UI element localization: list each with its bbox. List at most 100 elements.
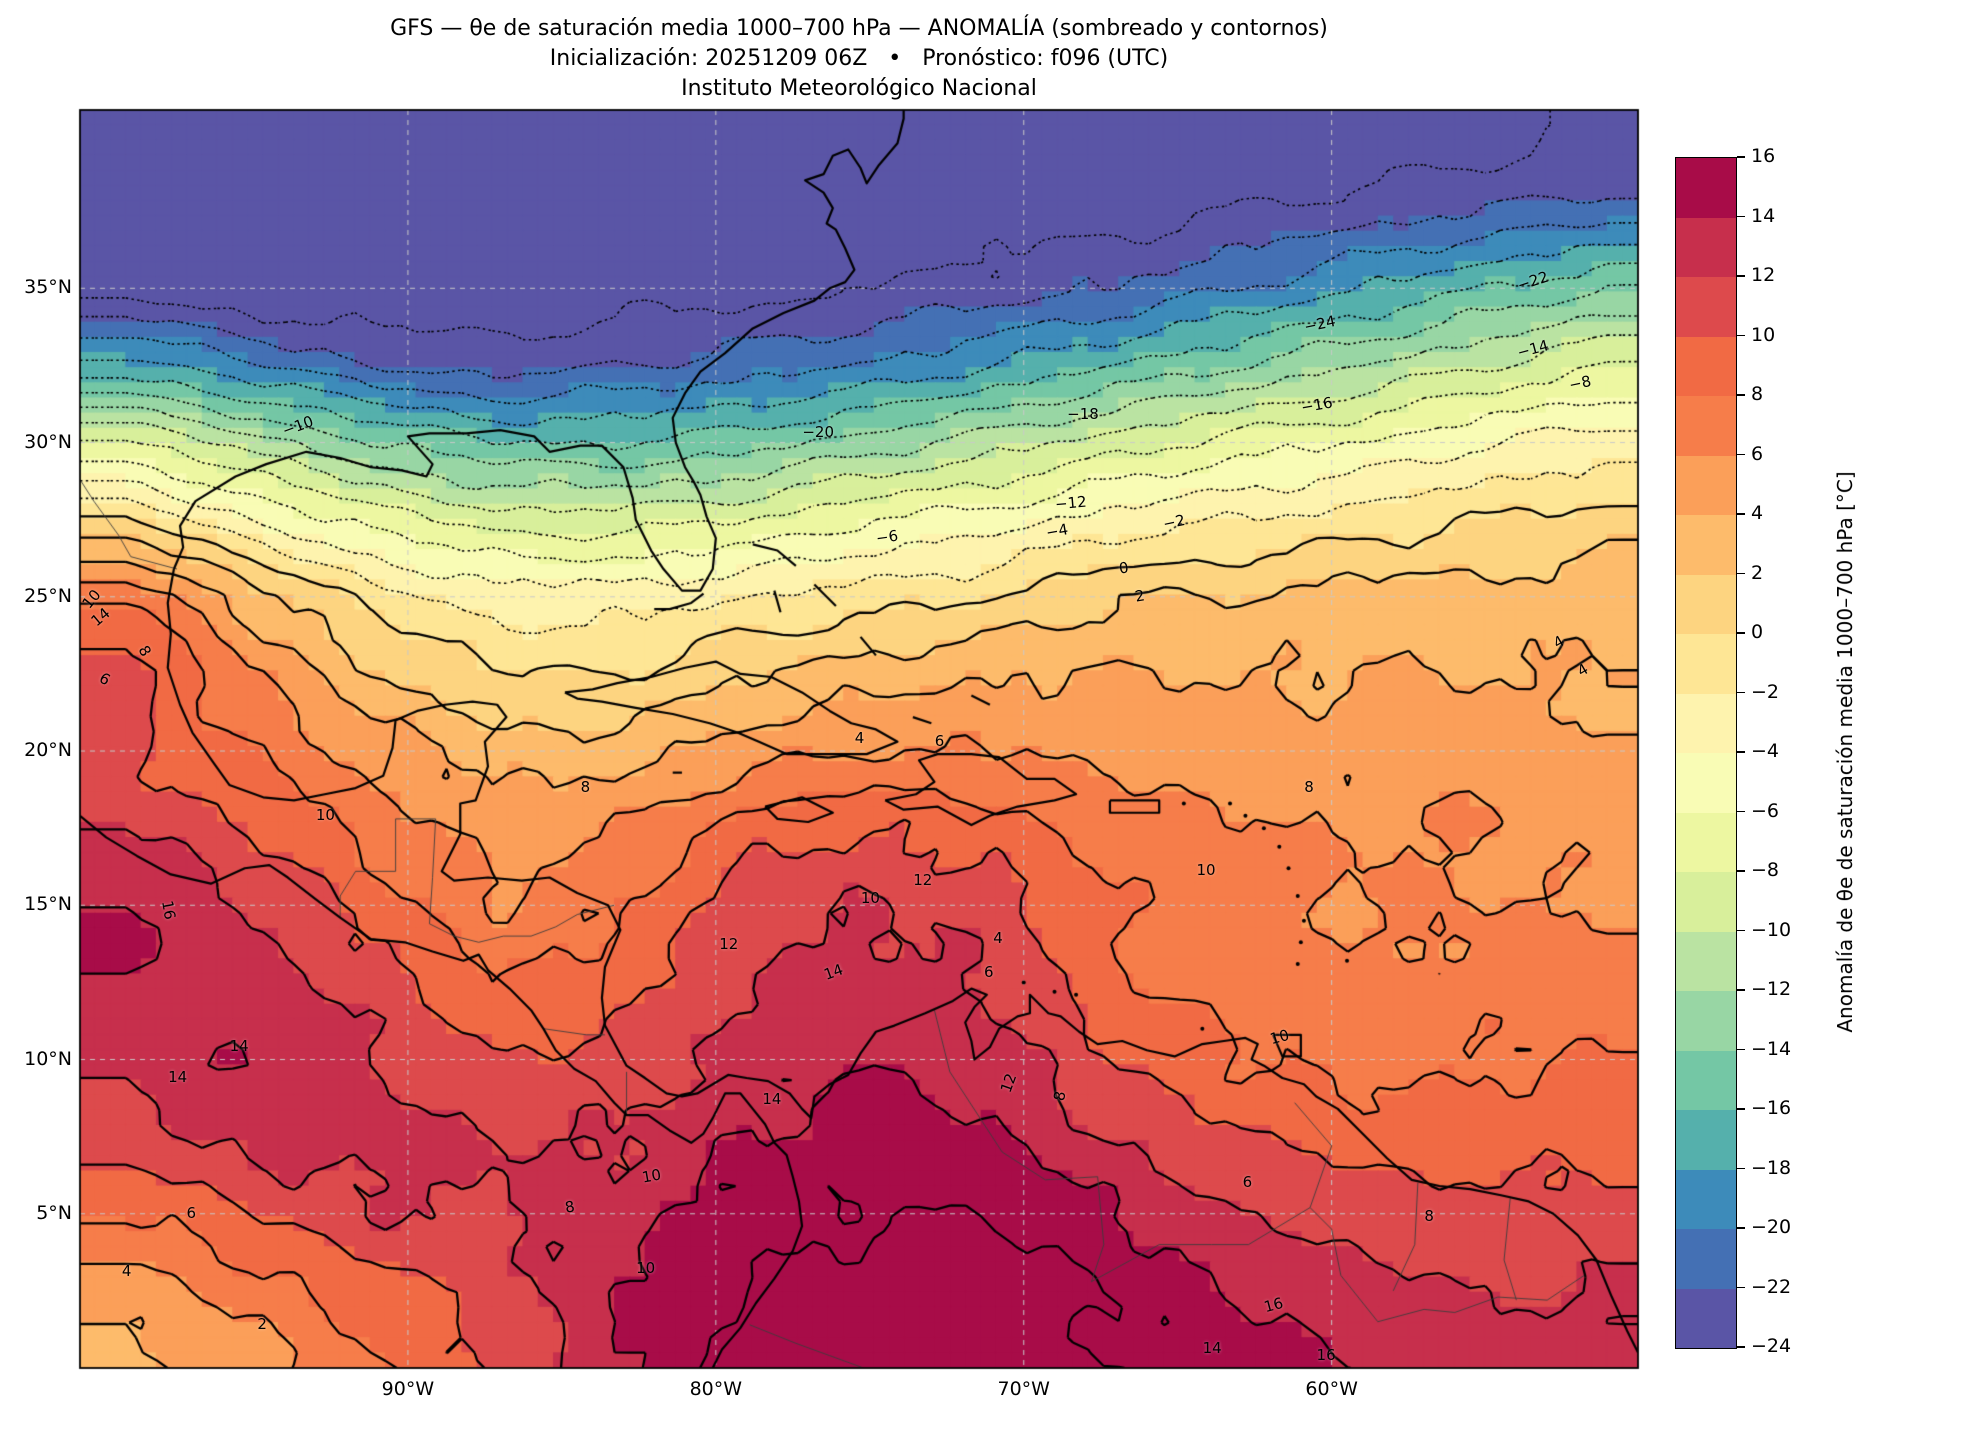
colorbar-tick-label: 10 bbox=[1751, 323, 1776, 346]
colorbar-cell bbox=[1676, 693, 1736, 753]
colorbar-tick-label: −22 bbox=[1751, 1275, 1792, 1298]
colorbar-tick bbox=[1737, 870, 1745, 872]
plot-subtitle: Inicialización: 20251209 06Z • Pronóstic… bbox=[549, 46, 1169, 71]
colorbar-tick-label: 6 bbox=[1751, 442, 1764, 465]
colorbar-cell bbox=[1676, 158, 1736, 218]
colorbar-cell bbox=[1676, 515, 1736, 575]
colorbar-tick-label: −18 bbox=[1751, 1156, 1792, 1179]
y-tick-label: 30°N bbox=[24, 430, 72, 453]
colorbar-tick-label: −14 bbox=[1751, 1037, 1792, 1060]
colorbar-cell bbox=[1676, 1169, 1736, 1229]
contour-label: 10 bbox=[640, 1165, 663, 1187]
colorbar-tick-label: 4 bbox=[1751, 502, 1764, 524]
colorbar-tick bbox=[1737, 1048, 1745, 1051]
colorbar-cell bbox=[1676, 396, 1736, 456]
colorbar-tick bbox=[1737, 453, 1745, 456]
colorbar-cell bbox=[1676, 872, 1736, 932]
colorbar-cell bbox=[1676, 753, 1736, 813]
contour-label: 8 bbox=[1424, 1206, 1434, 1225]
x-tick-label: 90°W bbox=[381, 1378, 435, 1400]
x-tick-label: 80°W bbox=[689, 1378, 743, 1400]
colorbar-cell bbox=[1676, 1050, 1736, 1110]
contour-label: −4 bbox=[1044, 520, 1070, 542]
colorbar-cell bbox=[1676, 991, 1736, 1051]
colorbar-tick-label: −2 bbox=[1751, 680, 1780, 703]
colorbar-tick bbox=[1737, 1346, 1745, 1348]
colorbar-label: Anomalía de θe de saturación media 1000–… bbox=[1833, 471, 1857, 1033]
colorbar-tick bbox=[1737, 929, 1745, 932]
y-tick-label: 20°N bbox=[24, 739, 72, 762]
colorbar-cell bbox=[1676, 277, 1736, 337]
contour-label: 10 bbox=[636, 1259, 656, 1278]
colorbar-cell bbox=[1676, 634, 1736, 694]
contour-label: −20 bbox=[802, 423, 834, 442]
contour-label: 16 bbox=[1316, 1345, 1336, 1364]
colorbar-cell bbox=[1676, 1110, 1736, 1170]
y-tick-label: 35°N bbox=[24, 276, 72, 299]
colorbar-tick-label: 14 bbox=[1751, 204, 1776, 227]
colorbar-tick-label: 16 bbox=[1751, 145, 1776, 167]
y-tick-label: 15°N bbox=[24, 893, 72, 916]
colorbar-tick-label: −12 bbox=[1751, 978, 1792, 1000]
colorbar-tick bbox=[1737, 810, 1745, 813]
contour-label: 10 bbox=[860, 889, 880, 908]
colorbar-tick-label: −24 bbox=[1751, 1335, 1792, 1357]
contour-label: 14 bbox=[168, 1068, 188, 1087]
colorbar-tick bbox=[1737, 513, 1745, 515]
contour-label: 10 bbox=[1196, 861, 1216, 880]
contour-label: 4 bbox=[121, 1262, 132, 1281]
colorbar-tick bbox=[1737, 632, 1745, 634]
colorbar-tick bbox=[1737, 334, 1745, 337]
x-tick-label: 70°W bbox=[997, 1378, 1050, 1400]
colorbar-tick-label: −16 bbox=[1751, 1097, 1792, 1119]
contour-label: −6 bbox=[875, 526, 900, 548]
contour-label: 16 bbox=[157, 899, 179, 922]
contour-label: 4 bbox=[854, 728, 865, 747]
colorbar-tick-label: 2 bbox=[1751, 561, 1764, 584]
contour-label: 6 bbox=[1242, 1172, 1253, 1191]
colorbar-tick bbox=[1737, 394, 1745, 396]
contour-label: 6 bbox=[934, 731, 945, 750]
plot-source: Instituto Meteorológico Nacional bbox=[681, 76, 1037, 101]
contour-label: 8 bbox=[580, 778, 591, 797]
colorbar bbox=[1675, 157, 1737, 1349]
contour-label: 12 bbox=[719, 935, 739, 954]
colorbar-cell bbox=[1676, 217, 1736, 277]
colorbar-cell bbox=[1676, 1229, 1736, 1289]
colorbar-tick-label: 0 bbox=[1751, 621, 1764, 643]
contour-label: 2 bbox=[257, 1314, 267, 1333]
colorbar-tick-label: −6 bbox=[1751, 799, 1780, 822]
contour-label: 6 bbox=[186, 1203, 197, 1222]
colorbar-cell bbox=[1676, 336, 1736, 396]
colorbar-cell bbox=[1676, 455, 1736, 515]
colorbar-tick-label: −4 bbox=[1751, 740, 1780, 762]
contour-label: 14 bbox=[762, 1089, 782, 1108]
y-tick-label: 10°N bbox=[24, 1047, 72, 1070]
contour-label: 6 bbox=[984, 963, 994, 982]
plot-title: GFS — θe de saturación media 1000–700 hP… bbox=[390, 16, 1328, 41]
colorbar-tick-label: 8 bbox=[1751, 383, 1764, 405]
colorbar-tick bbox=[1737, 156, 1745, 158]
colorbar-tick-label: −20 bbox=[1751, 1216, 1792, 1238]
y-tick-label: 25°N bbox=[24, 584, 72, 607]
colorbar-tick bbox=[1737, 275, 1745, 277]
contour-label: 14 bbox=[1202, 1339, 1222, 1358]
contour-label: 4 bbox=[993, 929, 1003, 948]
contour-label: 8 bbox=[1304, 778, 1314, 797]
title-block: GFS — θe de saturación media 1000–700 hP… bbox=[80, 14, 1638, 104]
colorbar-tick bbox=[1737, 1167, 1745, 1170]
contour-label: 10 bbox=[315, 805, 335, 824]
colorbar-cell bbox=[1676, 574, 1736, 634]
colorbar-tick bbox=[1737, 572, 1745, 575]
y-tick-label: 5°N bbox=[36, 1201, 72, 1224]
colorbar-tick bbox=[1737, 989, 1745, 991]
colorbar-tick-label: −8 bbox=[1751, 859, 1780, 881]
x-tick-label: 60°W bbox=[1305, 1378, 1358, 1400]
colorbar-tick bbox=[1737, 691, 1745, 694]
colorbar-tick bbox=[1737, 1227, 1745, 1229]
colorbar-tick bbox=[1737, 751, 1745, 753]
colorbar-tick bbox=[1737, 215, 1745, 218]
colorbar-tick bbox=[1737, 1108, 1745, 1110]
